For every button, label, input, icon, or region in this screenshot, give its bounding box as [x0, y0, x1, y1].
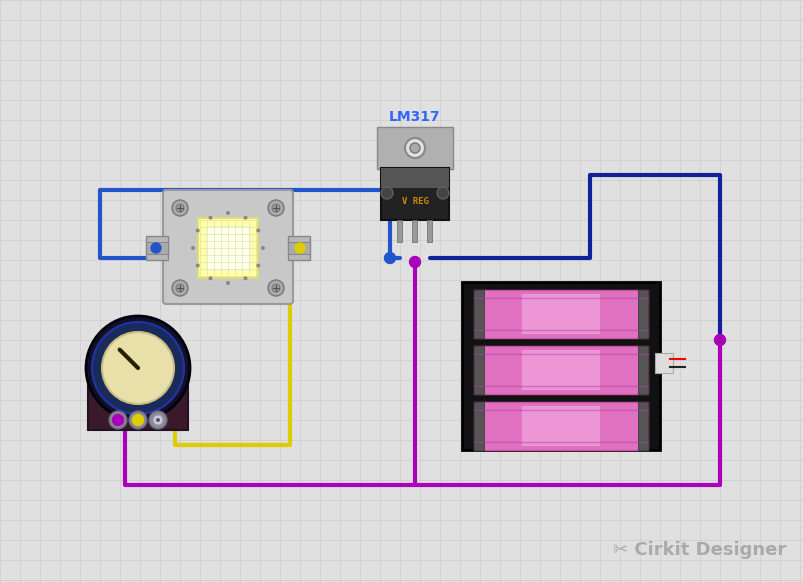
- FancyBboxPatch shape: [381, 168, 448, 220]
- Circle shape: [256, 229, 260, 232]
- Circle shape: [243, 216, 247, 219]
- Bar: [397, 220, 402, 242]
- Circle shape: [261, 246, 265, 250]
- Bar: [412, 220, 417, 242]
- Circle shape: [109, 411, 127, 429]
- Circle shape: [128, 411, 147, 429]
- Bar: [474, 346, 647, 394]
- Bar: [146, 236, 168, 260]
- Bar: [654, 353, 672, 373]
- Bar: [638, 346, 647, 394]
- Circle shape: [226, 211, 230, 215]
- Bar: [638, 290, 647, 338]
- Circle shape: [136, 418, 140, 422]
- Circle shape: [195, 229, 199, 232]
- Bar: [474, 290, 483, 338]
- Bar: [287, 236, 310, 260]
- Circle shape: [176, 284, 184, 292]
- Circle shape: [151, 243, 161, 253]
- Circle shape: [226, 281, 230, 285]
- Circle shape: [714, 335, 724, 346]
- Circle shape: [113, 415, 123, 425]
- Circle shape: [405, 138, 425, 158]
- Circle shape: [267, 200, 283, 216]
- Circle shape: [132, 414, 143, 425]
- Circle shape: [176, 204, 184, 212]
- Bar: [521, 294, 599, 334]
- Bar: [474, 402, 647, 450]
- Bar: [206, 226, 250, 270]
- Circle shape: [410, 143, 419, 153]
- Circle shape: [153, 415, 163, 425]
- Bar: [462, 282, 659, 450]
- Circle shape: [156, 418, 160, 422]
- Text: V REG: V REG: [401, 197, 428, 205]
- Circle shape: [256, 264, 260, 268]
- Circle shape: [102, 332, 173, 404]
- Circle shape: [409, 257, 420, 268]
- Text: ✂ Cirkit Designer: ✂ Cirkit Designer: [613, 541, 785, 559]
- Bar: [474, 290, 647, 338]
- Bar: [381, 168, 448, 188]
- Bar: [287, 242, 310, 254]
- Circle shape: [172, 200, 188, 216]
- FancyBboxPatch shape: [163, 190, 292, 304]
- Circle shape: [271, 284, 279, 292]
- Circle shape: [195, 264, 199, 268]
- Circle shape: [384, 253, 395, 264]
- Circle shape: [191, 246, 195, 250]
- Circle shape: [92, 322, 184, 414]
- Circle shape: [381, 187, 393, 199]
- Circle shape: [86, 316, 190, 420]
- Text: LM317: LM317: [389, 110, 440, 124]
- Circle shape: [208, 216, 212, 219]
- Bar: [474, 402, 483, 450]
- Circle shape: [132, 415, 143, 425]
- Circle shape: [172, 280, 188, 296]
- Bar: [377, 127, 452, 169]
- Bar: [521, 406, 599, 446]
- Circle shape: [295, 243, 304, 253]
- Circle shape: [112, 414, 124, 425]
- Circle shape: [271, 204, 279, 212]
- Bar: [474, 346, 483, 394]
- Circle shape: [437, 187, 448, 199]
- Bar: [521, 350, 599, 390]
- Circle shape: [208, 276, 212, 281]
- Bar: [146, 242, 168, 254]
- Circle shape: [149, 411, 167, 429]
- Bar: [638, 402, 647, 450]
- Circle shape: [116, 418, 120, 422]
- Bar: [198, 218, 258, 278]
- FancyBboxPatch shape: [88, 374, 188, 430]
- Circle shape: [267, 280, 283, 296]
- Bar: [427, 220, 432, 242]
- Circle shape: [243, 276, 247, 281]
